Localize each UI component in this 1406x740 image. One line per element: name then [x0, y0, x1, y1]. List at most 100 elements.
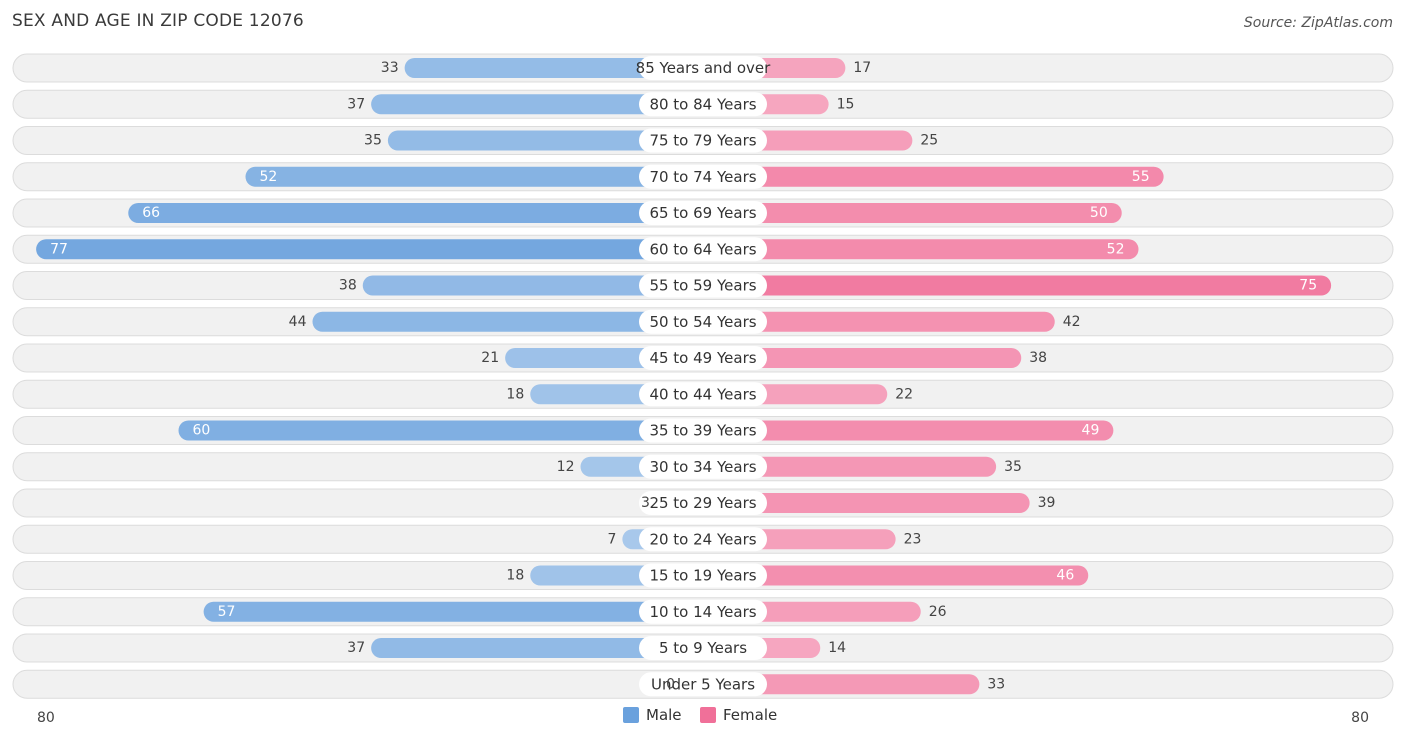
male-value-label: 21 — [481, 350, 499, 366]
female-bar — [703, 203, 1122, 223]
female-bar — [703, 493, 1030, 513]
category-label: 30 to 34 Years — [649, 458, 756, 476]
female-bar — [703, 456, 997, 477]
male-value-label: 18 — [506, 386, 524, 402]
category-label: 15 to 19 Years — [649, 567, 756, 585]
male-value-label: 18 — [506, 568, 524, 584]
female-value-label: 42 — [1063, 314, 1081, 330]
male-value-label: 12 — [557, 459, 575, 475]
male-value-label: 38 — [339, 278, 357, 294]
female-bar — [703, 166, 1164, 187]
male-value-label: 60 — [193, 423, 211, 439]
category-label: 50 to 54 Years — [649, 313, 756, 331]
chart-title: SEX AND AGE IN ZIP CODE 12076 — [12, 11, 304, 31]
category-pill — [639, 491, 767, 515]
female-value-label: 14 — [828, 640, 846, 656]
male-bar — [128, 203, 703, 223]
female-bar — [703, 348, 1022, 368]
female-value-label: 26 — [929, 604, 947, 620]
female-bar — [703, 565, 1089, 586]
category-pill — [639, 273, 767, 298]
legend-label-male: Male — [646, 706, 682, 724]
male-bar — [371, 94, 703, 115]
category-label: 80 to 84 Years — [649, 95, 756, 113]
category-pill — [639, 346, 767, 370]
male-bar — [362, 275, 703, 296]
category-pill — [639, 309, 767, 334]
category-pill — [639, 382, 767, 407]
female-value-label: 52 — [1107, 241, 1125, 257]
category-label: 10 to 14 Years — [649, 603, 756, 621]
male-value-label: 37 — [347, 96, 365, 112]
category-label: 60 to 64 Years — [649, 240, 756, 258]
male-value-label: 33 — [381, 60, 399, 76]
category-label: 75 to 79 Years — [649, 132, 756, 150]
male-value-label: 35 — [364, 133, 382, 149]
legend-swatch-female — [700, 707, 716, 723]
male-value-label: 52 — [260, 169, 278, 185]
female-value-label: 17 — [853, 60, 871, 76]
category-label: 35 to 39 Years — [649, 422, 756, 440]
category-pill — [639, 92, 767, 117]
female-value-label: 75 — [1299, 278, 1317, 294]
category-pill — [639, 128, 767, 153]
female-value-label: 33 — [987, 676, 1005, 692]
male-bar — [371, 638, 703, 658]
female-value-label: 22 — [895, 386, 913, 402]
axis-max-label: 80 — [1351, 710, 1369, 726]
category-pill — [639, 563, 767, 588]
male-value-label: 0 — [666, 676, 675, 692]
category-pill — [639, 418, 767, 443]
female-bar — [703, 275, 1332, 296]
category-pill — [639, 201, 767, 225]
category-pill — [639, 527, 767, 552]
female-value-label: 55 — [1132, 169, 1150, 185]
category-label: 20 to 24 Years — [649, 530, 756, 548]
male-value-label: 66 — [142, 205, 160, 221]
male-value-label: 57 — [218, 604, 236, 620]
male-value-label: 3 — [641, 495, 650, 511]
legend-label-female: Female — [723, 706, 777, 724]
female-value-label: 39 — [1038, 495, 1056, 511]
category-label: 65 to 69 Years — [649, 204, 756, 222]
female-value-label: 49 — [1082, 423, 1100, 439]
category-label: 85 Years and over — [636, 59, 771, 77]
category-pill — [639, 237, 767, 262]
legend-swatch-male — [623, 707, 639, 723]
female-value-label: 25 — [920, 133, 938, 149]
category-pill — [639, 454, 767, 479]
chart-source: Source: ZipAtlas.com — [1243, 15, 1393, 31]
category-pill — [639, 164, 767, 189]
category-pill — [639, 636, 767, 660]
female-bar — [703, 674, 980, 695]
category-label: 70 to 74 Years — [649, 168, 756, 186]
male-bar — [404, 58, 703, 78]
female-value-label: 46 — [1056, 568, 1074, 584]
female-bar — [703, 311, 1055, 332]
category-pill — [639, 56, 767, 80]
female-value-label: 15 — [837, 96, 855, 112]
male-value-label: 77 — [50, 241, 68, 257]
male-bar — [203, 601, 703, 622]
female-value-label: 38 — [1029, 350, 1047, 366]
male-bar — [387, 130, 703, 151]
female-bar — [703, 420, 1114, 441]
category-label: 45 to 49 Years — [649, 349, 756, 367]
category-pill — [639, 672, 767, 697]
male-bar — [178, 420, 703, 441]
category-pill — [639, 599, 767, 624]
category-label: 25 to 29 Years — [649, 494, 756, 512]
male-value-label: 44 — [289, 314, 307, 330]
female-bar — [703, 239, 1139, 260]
male-value-label: 7 — [607, 531, 616, 547]
male-value-label: 37 — [347, 640, 365, 656]
male-bar — [36, 239, 703, 260]
category-label: 40 to 44 Years — [649, 385, 756, 403]
male-bar — [312, 311, 703, 332]
axis-min-label: 80 — [37, 710, 55, 726]
female-value-label: 23 — [904, 531, 922, 547]
category-label: 5 to 9 Years — [659, 639, 747, 657]
female-value-label: 35 — [1004, 459, 1022, 475]
category-label: Under 5 Years — [651, 675, 755, 693]
